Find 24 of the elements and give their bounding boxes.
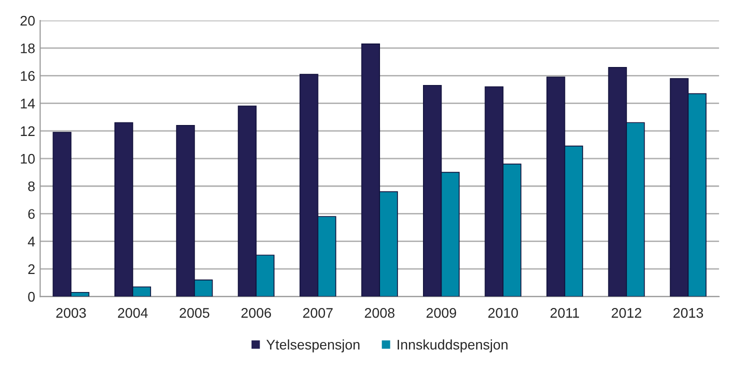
x-tick-label: 2012 xyxy=(612,308,642,318)
x-tick-label: 2010 xyxy=(488,308,518,318)
y-tick-label: 6 xyxy=(28,209,35,219)
y-tick-label: 4 xyxy=(28,236,35,246)
x-tick-label: 2004 xyxy=(118,308,148,318)
x-tick-label: 2003 xyxy=(56,308,86,318)
y-tick-label: 0 xyxy=(28,292,35,302)
legend-label: Ytelsespensjon xyxy=(266,339,360,352)
legend-label: Innskuddspensjon xyxy=(398,339,508,352)
x-tick-label: 2008 xyxy=(364,308,394,318)
y-tick-label: 14 xyxy=(20,98,35,108)
x-tick-label: 2011 xyxy=(550,308,580,318)
y-tick-label: 12 xyxy=(20,126,35,136)
y-tick-label: 20 xyxy=(20,16,35,26)
y-tick-label: 18 xyxy=(20,43,35,54)
x-tick-label: 2009 xyxy=(426,308,456,318)
x-tick-label: 2006 xyxy=(241,308,272,318)
y-tick-label: 10 xyxy=(20,154,35,164)
x-tick-label: 2005 xyxy=(180,308,210,318)
x-tick-label: 2013 xyxy=(673,308,704,318)
y-tick-label: 8 xyxy=(28,181,35,192)
y-tick-label: 16 xyxy=(20,71,35,81)
x-tick-label: 2007 xyxy=(303,308,333,318)
y-tick-label: 2 xyxy=(28,264,35,274)
